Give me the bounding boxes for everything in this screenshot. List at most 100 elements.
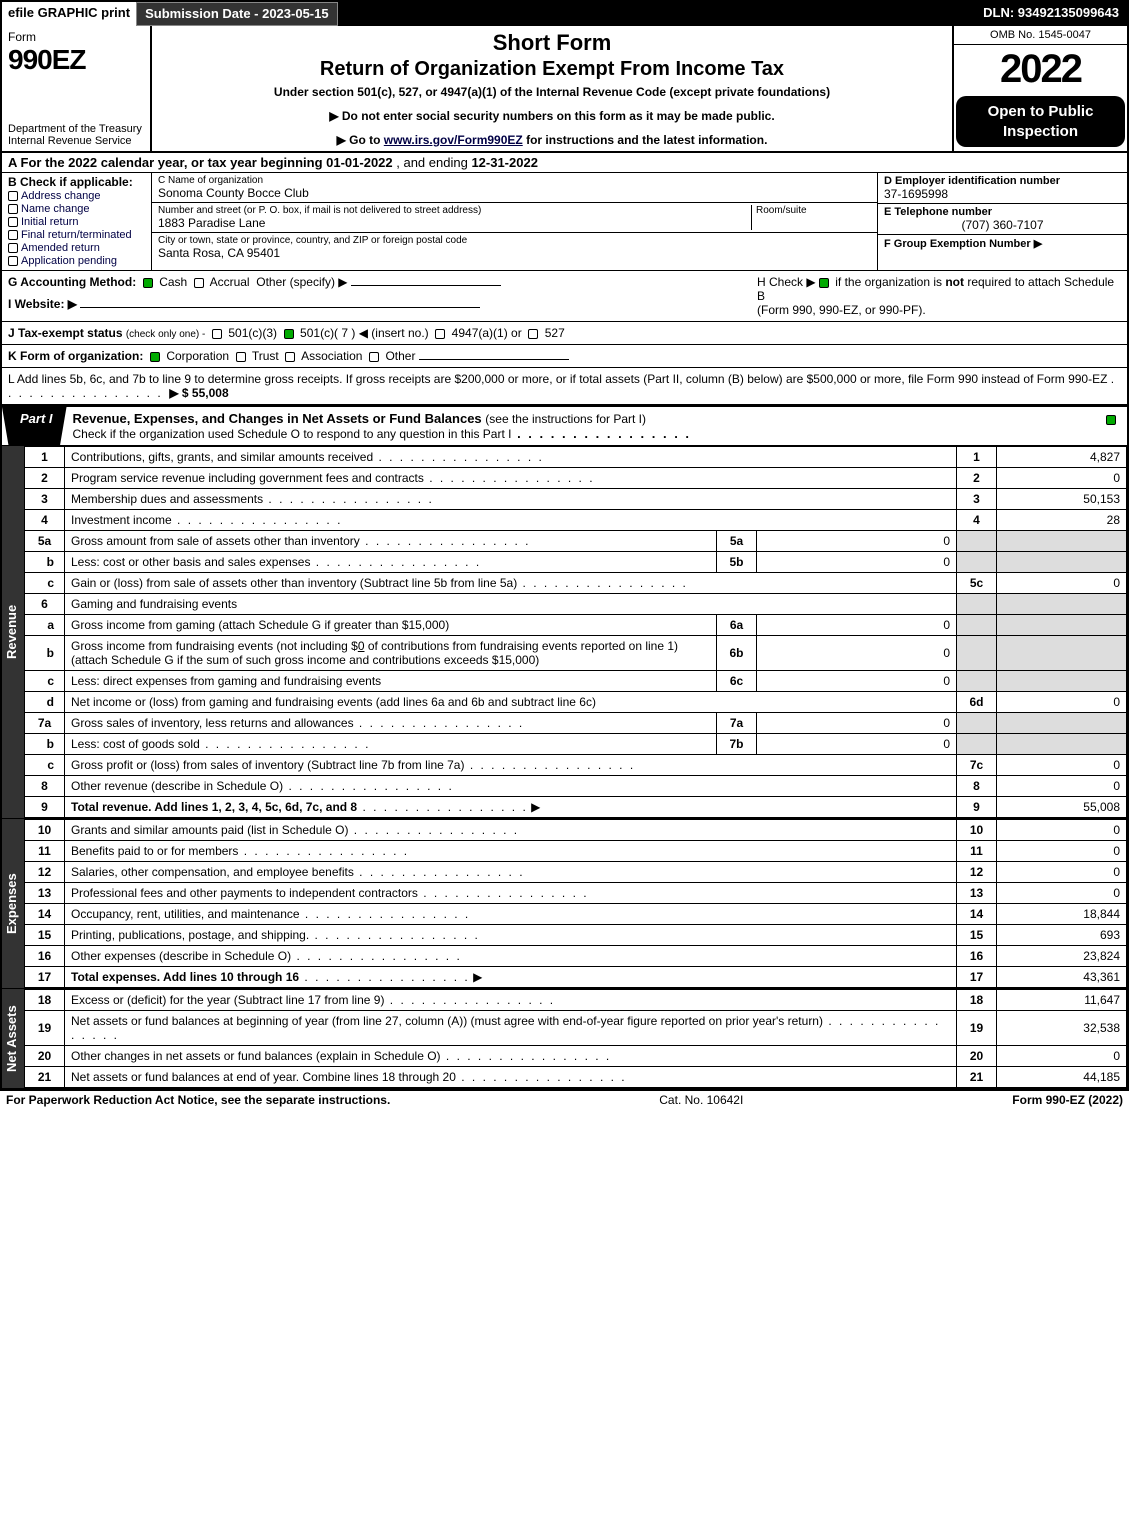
tax-year: 2022 [954, 45, 1127, 94]
omb-number: OMB No. 1545-0047 [954, 26, 1127, 45]
line-13: 13Professional fees and other payments t… [25, 883, 1127, 904]
line-4: 4Investment income428 [25, 510, 1127, 531]
l-text: L Add lines 5b, 6c, and 7b to line 9 to … [8, 372, 1107, 386]
dept-label: Department of the Treasury Internal Reve… [8, 123, 144, 147]
sec-a-date1: 01-01-2022 [326, 155, 393, 170]
chk-schedule-b[interactable] [819, 278, 829, 288]
line-6b: bGross income from fundraising events (n… [25, 636, 1127, 671]
h-text1: H Check ▶ [757, 275, 816, 289]
org-name-value: Sonoma County Bocce Club [158, 186, 871, 200]
net-assets-side-label: Net Assets [2, 989, 24, 1088]
revenue-table: 1Contributions, gifts, grants, and simil… [24, 446, 1127, 818]
part-1-checkbox[interactable] [1097, 407, 1127, 445]
submission-date-label: Submission Date - 2023-05-15 [136, 2, 338, 26]
k-other-input[interactable] [419, 359, 569, 360]
chk-501c[interactable] [284, 329, 294, 339]
instr-goto-post: for instructions and the latest informat… [523, 133, 768, 147]
chk-final-return[interactable]: Final return/terminated [8, 229, 145, 241]
line-8: 8Other revenue (describe in Schedule O)8… [25, 776, 1127, 797]
dln-label: DLN: 93492135099643 [975, 2, 1127, 26]
chk-accrual[interactable] [194, 278, 204, 288]
l-amt: ▶ $ 55,008 [169, 386, 228, 400]
open-to-public: Open to Public Inspection [956, 96, 1125, 147]
line-5c: cGain or (loss) from sale of assets othe… [25, 573, 1127, 594]
revenue-section: Revenue 1Contributions, gifts, grants, a… [2, 446, 1127, 819]
row-l: L Add lines 5b, 6c, and 7b to line 9 to … [2, 368, 1127, 405]
sec-a-date2: 12-31-2022 [471, 155, 538, 170]
line-7b: bLess: cost of goods sold7b0 [25, 734, 1127, 755]
j-o2: 501(c)( 7 ) ◀ (insert no.) [300, 326, 429, 340]
part-1-title: Revenue, Expenses, and Changes in Net As… [67, 407, 1097, 445]
phone-value: (707) 360-7107 [884, 218, 1121, 232]
city-value: Santa Rosa, CA 95401 [158, 246, 871, 260]
k-o4: Other [385, 349, 415, 363]
footer-mid: Cat. No. 10642I [390, 1093, 1012, 1107]
sec-a-mid: , and ending [393, 155, 472, 170]
header-left: Form 990EZ Department of the Treasury In… [2, 26, 152, 151]
cell-city: City or town, state or province, country… [152, 233, 877, 262]
chk-amended-return[interactable]: Amended return [8, 242, 145, 254]
g-other: Other (specify) ▶ [256, 275, 347, 289]
row-g-h: G Accounting Method: Cash Accrual Other … [2, 271, 1127, 322]
chk-trust[interactable] [236, 352, 246, 362]
website-input[interactable] [80, 307, 480, 308]
revenue-side-label: Revenue [2, 446, 24, 818]
chk-527[interactable] [528, 329, 538, 339]
j-o4: 527 [545, 326, 565, 340]
chk-4947[interactable] [435, 329, 445, 339]
chk-501c3[interactable] [212, 329, 222, 339]
col-b: B Check if applicable: Address change Na… [2, 173, 152, 270]
chk-initial-return[interactable]: Initial return [8, 216, 145, 228]
chk-association[interactable] [285, 352, 295, 362]
ein-label: D Employer identification number [884, 175, 1121, 187]
cell-group-exemption: F Group Exemption Number ▶ [878, 235, 1127, 252]
line-6: 6Gaming and fundraising events [25, 594, 1127, 615]
line-6d: dNet income or (loss) from gaming and fu… [25, 692, 1127, 713]
chk-address-change[interactable]: Address change [8, 190, 145, 202]
cell-address: Number and street (or P. O. box, if mail… [152, 203, 877, 233]
addr-value: 1883 Paradise Lane [158, 216, 751, 230]
cell-phone: E Telephone number (707) 360-7107 [878, 204, 1127, 235]
line-17: 17Total expenses. Add lines 10 through 1… [25, 967, 1127, 988]
efile-label: efile GRAPHIC print [2, 2, 136, 26]
line-11: 11Benefits paid to or for members110 [25, 841, 1127, 862]
addr-label: Number and street (or P. O. box, if mail… [158, 205, 751, 216]
line-14: 14Occupancy, rent, utilities, and mainte… [25, 904, 1127, 925]
g-cash: Cash [159, 275, 187, 289]
j-o1: 501(c)(3) [228, 326, 277, 340]
expenses-table: 10Grants and similar amounts paid (list … [24, 819, 1127, 988]
chk-other-org[interactable] [369, 352, 379, 362]
phone-label: E Telephone number [884, 206, 1121, 218]
part-1-tab: Part I [2, 407, 67, 445]
line-18: 18Excess or (deficit) for the year (Subt… [25, 990, 1127, 1011]
page-footer: For Paperwork Reduction Act Notice, see … [0, 1091, 1129, 1109]
g-other-input[interactable] [351, 285, 501, 286]
city-label: City or town, state or province, country… [158, 235, 871, 246]
h-not: not [945, 275, 964, 289]
form-number: 990EZ [8, 44, 144, 76]
line-5b: bLess: cost or other basis and sales exp… [25, 552, 1127, 573]
form-header: Form 990EZ Department of the Treasury In… [2, 26, 1127, 153]
cell-ein: D Employer identification number 37-1695… [878, 173, 1127, 204]
chk-name-change[interactable]: Name change [8, 203, 145, 215]
chk-application-pending[interactable]: Application pending [8, 255, 145, 267]
i-label: I Website: ▶ [8, 297, 77, 311]
chk-corporation[interactable] [150, 352, 160, 362]
chk-cash[interactable] [143, 278, 153, 288]
row-k: K Form of organization: Corporation Trus… [2, 345, 1127, 368]
room-label: Room/suite [756, 205, 871, 216]
line-6a: aGross income from gaming (attach Schedu… [25, 615, 1127, 636]
block-b-through-f: B Check if applicable: Address change Na… [2, 173, 1127, 271]
k-o3: Association [301, 349, 362, 363]
net-assets-table: 18Excess or (deficit) for the year (Subt… [24, 989, 1127, 1088]
line-16: 16Other expenses (describe in Schedule O… [25, 946, 1127, 967]
h-text2: if the organization is [835, 275, 945, 289]
expenses-side-label: Expenses [2, 819, 24, 988]
col-c: C Name of organization Sonoma County Boc… [152, 173, 877, 270]
ein-value: 37-1695998 [884, 187, 1121, 201]
k-o1: Corporation [166, 349, 229, 363]
irs-link[interactable]: www.irs.gov/Form990EZ [384, 133, 523, 147]
instr-ssn: ▶ Do not enter social security numbers o… [162, 109, 942, 123]
cell-org-name: C Name of organization Sonoma County Boc… [152, 173, 877, 203]
instr-goto-pre: ▶ Go to [337, 133, 384, 147]
